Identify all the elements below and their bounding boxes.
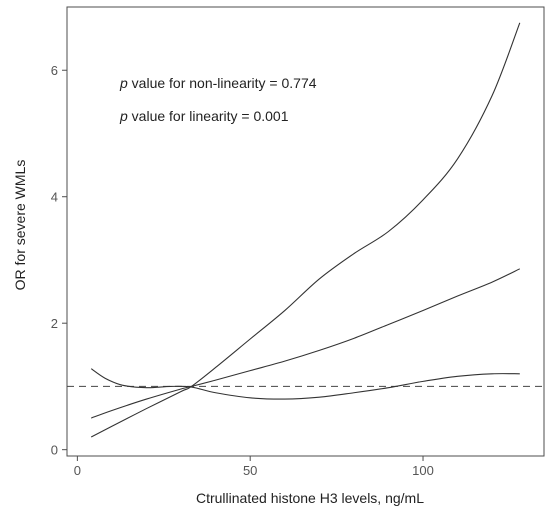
series-line-estimate: [91, 268, 521, 419]
y-tick-label: 4: [51, 190, 58, 205]
x-axis-label: Ctrullinated histone H3 levels, ng/mL: [196, 490, 424, 506]
annotation-linearity-text: value for linearity = 0.001: [128, 108, 289, 124]
annotation-p-italic: p: [119, 75, 128, 91]
x-tick-label: 100: [412, 463, 434, 478]
y-tick-label: 6: [51, 63, 58, 78]
y-axis-label: OR for severe WMLs: [12, 160, 28, 291]
x-tick-label: 50: [243, 463, 257, 478]
y-tick-label: 0: [51, 443, 58, 458]
annotation-linearity: p value for linearity = 0.001: [119, 108, 289, 124]
y-tick-label: 2: [51, 316, 58, 331]
annotation-nonlinearity: p value for non-linearity = 0.774: [119, 75, 317, 91]
x-tick-label: 0: [74, 463, 81, 478]
series-line-lower-ci: [90, 368, 520, 400]
plot-border: [66, 6, 545, 457]
annotation-nonlinearity-text: value for non-linearity = 0.774: [128, 75, 317, 91]
annotation-p-italic: p: [119, 108, 128, 124]
series-line-upper-ci: [90, 22, 521, 438]
